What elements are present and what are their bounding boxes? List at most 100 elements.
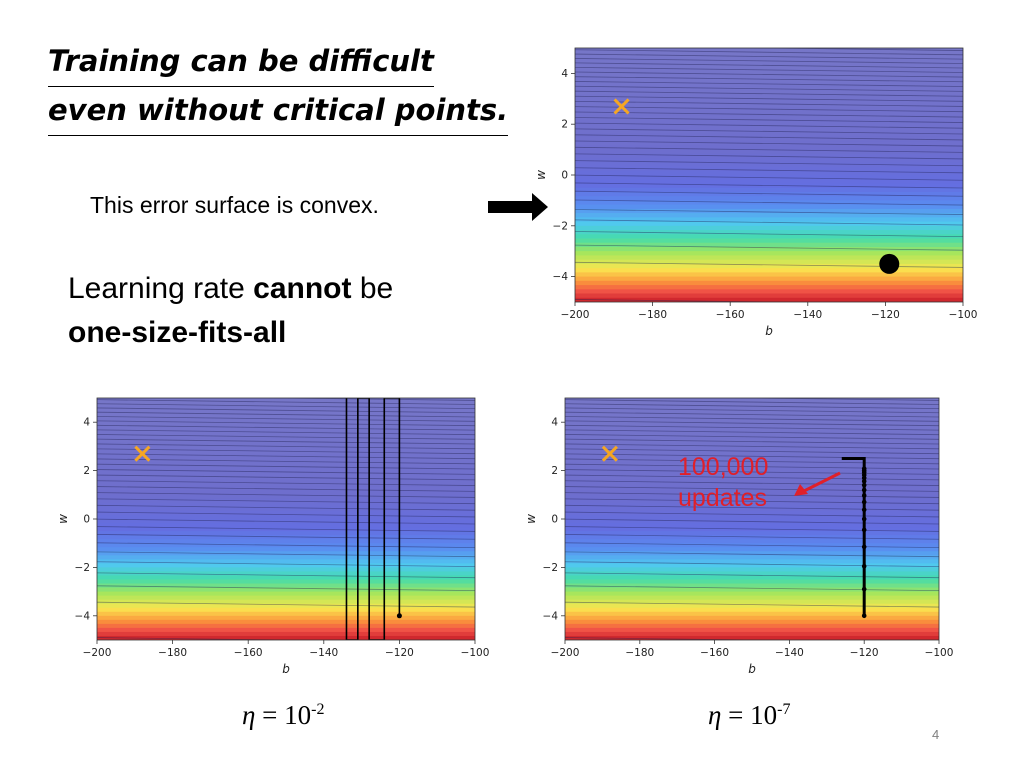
y-tick-label: −2	[553, 220, 568, 232]
contour-band	[565, 543, 939, 548]
contour-band	[565, 547, 939, 552]
lr-emphasis: cannot	[253, 272, 352, 305]
contour-band	[97, 398, 475, 403]
path-point	[861, 499, 867, 505]
x-tick-label: −120	[385, 647, 414, 659]
contour-band	[575, 200, 963, 206]
target-cross-b	[134, 445, 151, 462]
contour-band	[575, 48, 963, 53]
contour-band	[575, 56, 963, 62]
contour-band	[565, 627, 939, 633]
contour-band	[97, 442, 475, 447]
contour-band	[97, 567, 475, 573]
contour-band	[575, 276, 963, 282]
contour-line	[738, 48, 963, 51]
contour-band	[97, 422, 475, 427]
contour-band	[97, 506, 475, 512]
contour-line	[575, 244, 963, 251]
contour-band	[97, 583, 475, 589]
contour-band	[575, 268, 963, 273]
contour-band	[97, 458, 475, 464]
path-point	[861, 507, 867, 513]
contour-band	[565, 410, 939, 415]
contour-band	[575, 158, 963, 163]
contour-band	[565, 438, 939, 443]
y-tick-label: 0	[561, 170, 568, 182]
contour-line	[565, 474, 939, 481]
contour-line	[565, 411, 939, 418]
contour-band	[565, 498, 939, 504]
contour-band	[575, 196, 963, 201]
x-tick-label: −160	[234, 647, 263, 659]
contour-band	[97, 406, 475, 411]
eta-small: η = 10-7	[708, 700, 790, 731]
contour-line	[565, 637, 783, 640]
lr-line2: one-size-fits-all	[68, 316, 287, 349]
contour-line	[97, 480, 475, 486]
contour-field	[97, 398, 475, 640]
contour-line	[575, 49, 963, 56]
x-tick-label: −140	[793, 309, 822, 321]
contour-band	[565, 462, 939, 468]
contour-line	[575, 190, 963, 197]
contour-band	[575, 297, 963, 302]
slide-title: Training can be difficult even without c…	[48, 38, 509, 136]
contour-line	[575, 90, 963, 97]
annotation-line-1: 100,000	[678, 453, 769, 481]
contour-line	[97, 424, 475, 431]
contour-band	[575, 191, 963, 197]
contour-line	[565, 498, 939, 505]
contour-band	[565, 519, 939, 524]
contour-band	[565, 502, 939, 508]
contour-band	[575, 73, 963, 79]
eta-base: = 10	[255, 700, 312, 730]
contour-line	[97, 561, 475, 568]
contour-line	[97, 492, 475, 498]
contour-band	[97, 599, 475, 605]
eta-large: η = 10-2	[242, 700, 324, 731]
contour-band	[565, 527, 939, 532]
contour-band	[97, 410, 475, 415]
contour-line	[97, 511, 475, 518]
x-tick-label: −200	[83, 647, 112, 659]
contour-band	[575, 81, 963, 87]
contour-band	[575, 259, 963, 265]
contour-line	[575, 182, 963, 189]
contour-line	[575, 134, 963, 141]
contour-band	[575, 208, 963, 214]
contour-band	[575, 119, 963, 125]
contour-line	[97, 551, 475, 558]
contour-band	[97, 519, 475, 524]
contour-band	[575, 238, 963, 244]
contour-band	[97, 575, 475, 581]
contour-line	[97, 458, 475, 465]
contour-band	[97, 607, 475, 613]
contour-band	[97, 543, 475, 548]
contour-line	[575, 219, 963, 226]
contour-band	[565, 418, 939, 423]
contour-line	[97, 486, 475, 492]
contour-band	[565, 490, 939, 496]
contour-band	[565, 571, 939, 577]
contour-line	[565, 526, 939, 532]
contour-band	[575, 293, 963, 299]
title-line-2: even without critical points.	[48, 87, 509, 136]
contour-field	[575, 48, 963, 302]
contour-band	[97, 478, 475, 484]
eta-symbol: η	[242, 700, 256, 730]
contour-band	[565, 466, 939, 472]
contour-band	[565, 603, 939, 609]
contour-line	[97, 534, 475, 540]
contour-band	[97, 482, 475, 488]
contour-band	[97, 418, 475, 423]
contour-line	[565, 453, 939, 460]
contour-band	[565, 539, 939, 544]
contour-line	[565, 534, 939, 540]
contour-band	[97, 446, 475, 452]
contour-line	[575, 174, 963, 181]
contour-line	[575, 146, 963, 153]
contour-band	[565, 615, 939, 621]
small-lr-chart: −200 −180 −160 −140 −120 −100 −4 −2 0 2 4 b w	[524, 397, 953, 676]
x-tick-label: −160	[716, 309, 745, 321]
contour-band	[575, 289, 963, 295]
